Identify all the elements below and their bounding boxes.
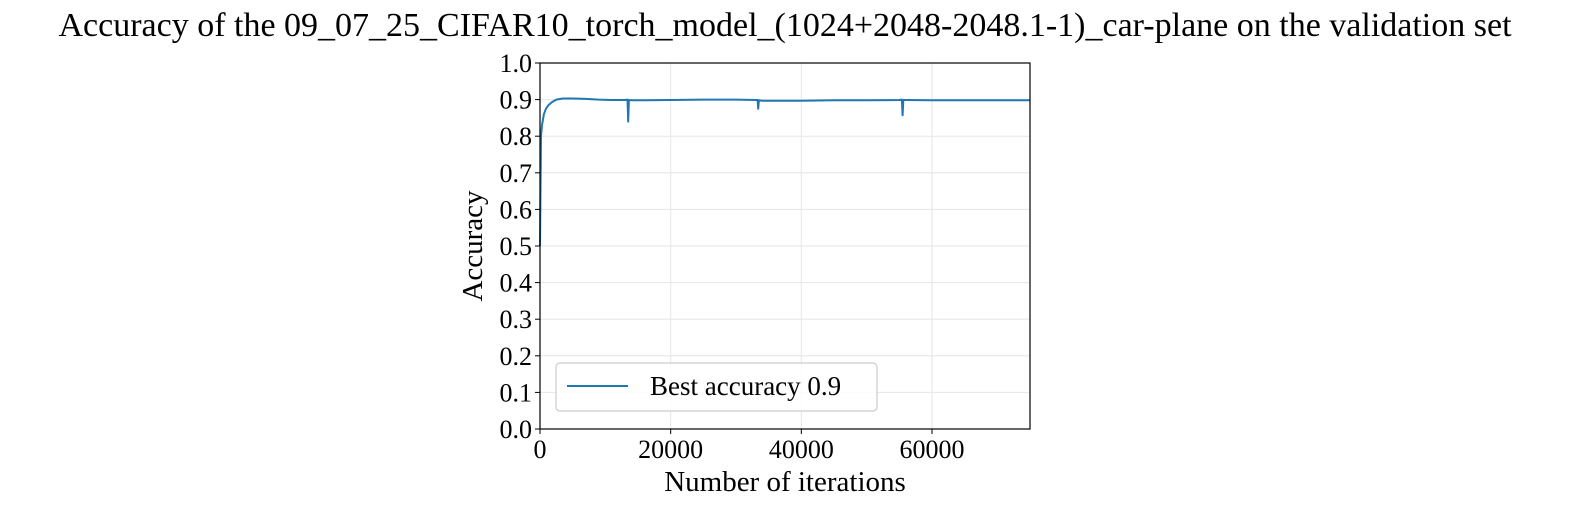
y-tick-label: 0.3 xyxy=(500,305,533,334)
x-tick-label: 60000 xyxy=(900,435,965,464)
y-tick-label: 0.6 xyxy=(500,195,533,224)
legend-label: Best accuracy 0.9 xyxy=(650,371,841,401)
y-tick-label: 0.1 xyxy=(500,378,533,407)
y-tick-label: 0.4 xyxy=(500,269,533,298)
y-tick-label: 0.2 xyxy=(500,342,533,371)
y-tick-label: 1.0 xyxy=(500,49,533,78)
legend-box xyxy=(555,362,878,412)
y-axis: 0.0 0.1 0.2 0.3 0.4 0.5 0.6 0.7 0.8 0.9 1.0 xyxy=(500,49,540,444)
x-axis-label: Number of iterations xyxy=(664,466,906,498)
y-tick-label: 0.0 xyxy=(500,415,533,444)
y-tick-label: 0.9 xyxy=(500,86,533,115)
y-tick-label: 0.7 xyxy=(500,159,533,188)
legend: Best accuracy 0.9 xyxy=(555,362,878,412)
y-tick-label: 0.8 xyxy=(500,122,533,151)
plot-area xyxy=(539,97,1030,247)
x-tick-label: 20000 xyxy=(638,435,703,464)
x-tick-label: 0 xyxy=(534,435,547,464)
y-tick-label: 0.5 xyxy=(500,232,533,261)
x-axis: 0 20000 40000 60000 xyxy=(534,429,965,464)
series-line xyxy=(539,97,1030,247)
x-tick-label: 40000 xyxy=(769,435,834,464)
y-axis-label: Accuracy xyxy=(457,190,489,302)
chart-title: Accuracy of the 09_07_25_CIFAR10_torch_m… xyxy=(58,7,1512,44)
